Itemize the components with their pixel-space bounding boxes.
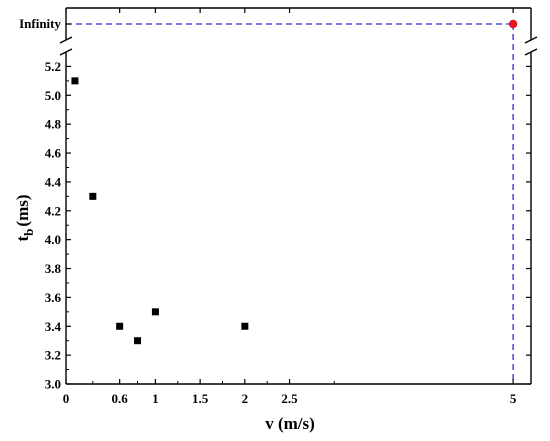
axis-break-mark-left-upper <box>59 36 73 44</box>
y-axis-title-subscript: b <box>21 229 36 236</box>
y-axis-title-unit: (ms) <box>13 194 32 226</box>
y-break-label-infinity: Infinity <box>19 16 61 31</box>
data-point <box>116 322 124 330</box>
y-tick-label: 4.6 <box>45 146 62 161</box>
x-tick-label: 2 <box>242 391 249 406</box>
data-point <box>151 308 159 316</box>
axis-break-mark-right-lower <box>524 48 538 56</box>
x-tick-label: 2.5 <box>281 391 298 406</box>
x-tick-label: 5 <box>510 391 517 406</box>
x-tick-label: 1.5 <box>192 391 209 406</box>
y-tick-label: 4.0 <box>45 232 61 247</box>
y-axis-title: tb (ms) <box>13 194 36 241</box>
x-tick-label: 1 <box>152 391 159 406</box>
y-tick-label: 3.0 <box>45 377 61 392</box>
y-tick-label: 4.8 <box>45 117 62 132</box>
y-tick-label: 3.4 <box>45 319 62 334</box>
x-axis-title: v (m/s) <box>265 414 315 433</box>
data-point <box>89 192 97 200</box>
y-axis-title-main: t <box>13 236 32 242</box>
x-tick-label: 0 <box>63 391 70 406</box>
data-point <box>134 337 142 345</box>
y-tick-label: 3.6 <box>45 290 62 305</box>
data-point <box>71 77 79 85</box>
data-point-infinity <box>508 19 518 29</box>
y-tick-label: 5.0 <box>45 88 61 103</box>
x-tick-label: 0.6 <box>112 391 129 406</box>
data-point <box>241 322 249 330</box>
y-tick-label: 4.4 <box>45 174 62 189</box>
axis-break-mark-right-upper <box>524 36 538 44</box>
axis-break-mark-left-lower <box>59 48 73 56</box>
y-tick-label: 4.2 <box>45 203 61 218</box>
y-tick-label: 5.2 <box>45 59 61 74</box>
y-tick-label: 3.2 <box>45 348 61 363</box>
y-tick-label: 3.8 <box>45 261 62 276</box>
